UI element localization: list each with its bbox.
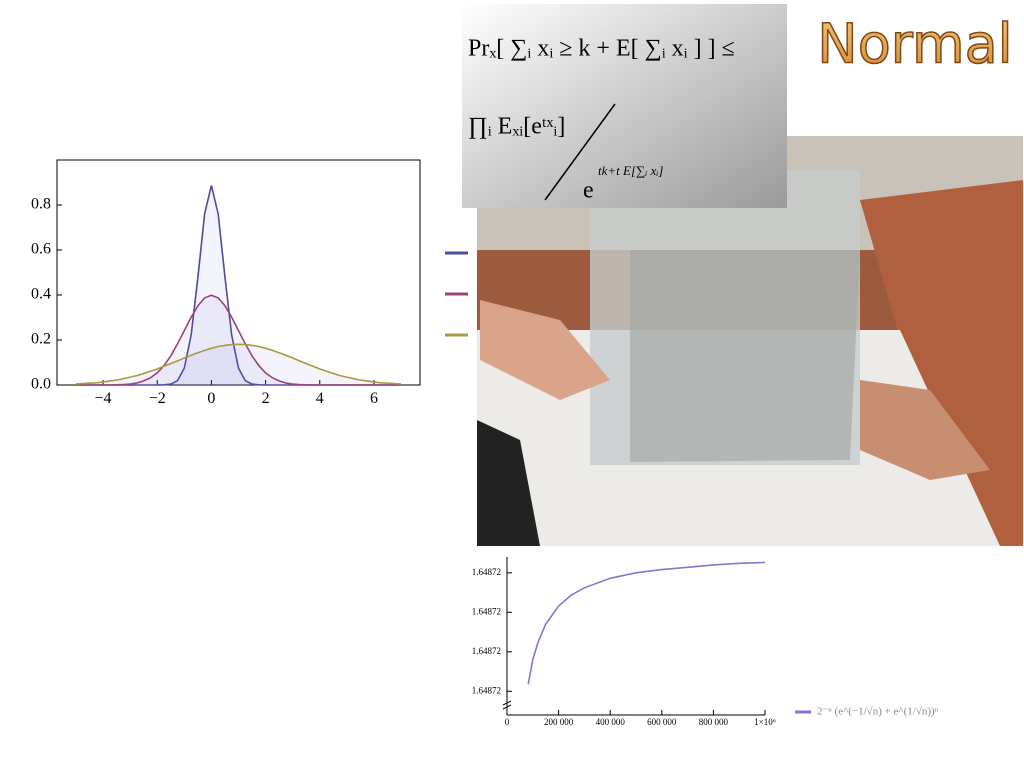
x-tick-label: 0 <box>207 390 215 407</box>
y-tick-label: 0.2 <box>31 331 51 348</box>
y-tick-label: 0.6 <box>31 241 51 258</box>
x-tick-label: 600 000 <box>647 717 677 727</box>
y-tick-label: 1.64872 <box>472 685 501 695</box>
formula-denominator-base: e <box>583 178 594 204</box>
slide-title: Normal <box>817 13 1012 76</box>
plot-frame <box>56 159 421 386</box>
x-tick-label: 4 <box>316 390 324 407</box>
x-tick-label: 200 000 <box>544 717 574 727</box>
area <box>75 295 402 385</box>
charts: −4 −2 0 2 4 6 0.0 0.2 0.4 0.6 0.8 0 200 000 400 000 60… <box>31 159 939 727</box>
formula-denominator-exponent: tk+t E[∑ᵢ xᵢ] <box>598 163 663 178</box>
y-tick-label: 1.64872 <box>472 646 501 656</box>
y-tick-label: 0.0 <box>31 376 51 393</box>
x-tick-label: 2 <box>262 390 270 407</box>
x-tick-label: −2 <box>149 390 166 407</box>
y-tick-label: 0.4 <box>31 286 51 303</box>
line <box>76 294 401 386</box>
x-tick-label: 800 000 <box>699 717 729 727</box>
axis-break <box>502 700 512 710</box>
x-tick-label: 1×10⁶ <box>754 717 776 727</box>
x-tick-label: 6 <box>370 390 378 407</box>
y-tick-label: 1.64872 <box>472 567 501 577</box>
legend-label: 2⁻ⁿ (e^(−1/√n) + e^(1/√n))ⁿ <box>817 706 939 718</box>
y-tick-label: 0.8 <box>31 196 51 213</box>
line <box>527 561 766 685</box>
line <box>75 343 402 385</box>
x-tick-label: −4 <box>95 390 112 407</box>
x-tick-label: 400 000 <box>596 717 626 727</box>
x-tick-label: 0 <box>505 717 510 727</box>
formula-lhs: Prₓ[ ∑ᵢ xᵢ ≥ k + E[ ∑ᵢ xᵢ ] ] ≤ <box>468 36 735 62</box>
fraction-slash <box>544 103 616 201</box>
y-tick-label: 1.64872 <box>472 606 501 616</box>
area <box>75 344 402 385</box>
formula-box: Prₓ[ ∑ᵢ xᵢ ≥ k + E[ ∑ᵢ xᵢ ] ] ≤ ∏ᵢ Eₓᵢ[e… <box>462 4 787 208</box>
formula-numerator: ∏ᵢ Eₓᵢ[eᵗˣᵢ] <box>468 114 565 140</box>
